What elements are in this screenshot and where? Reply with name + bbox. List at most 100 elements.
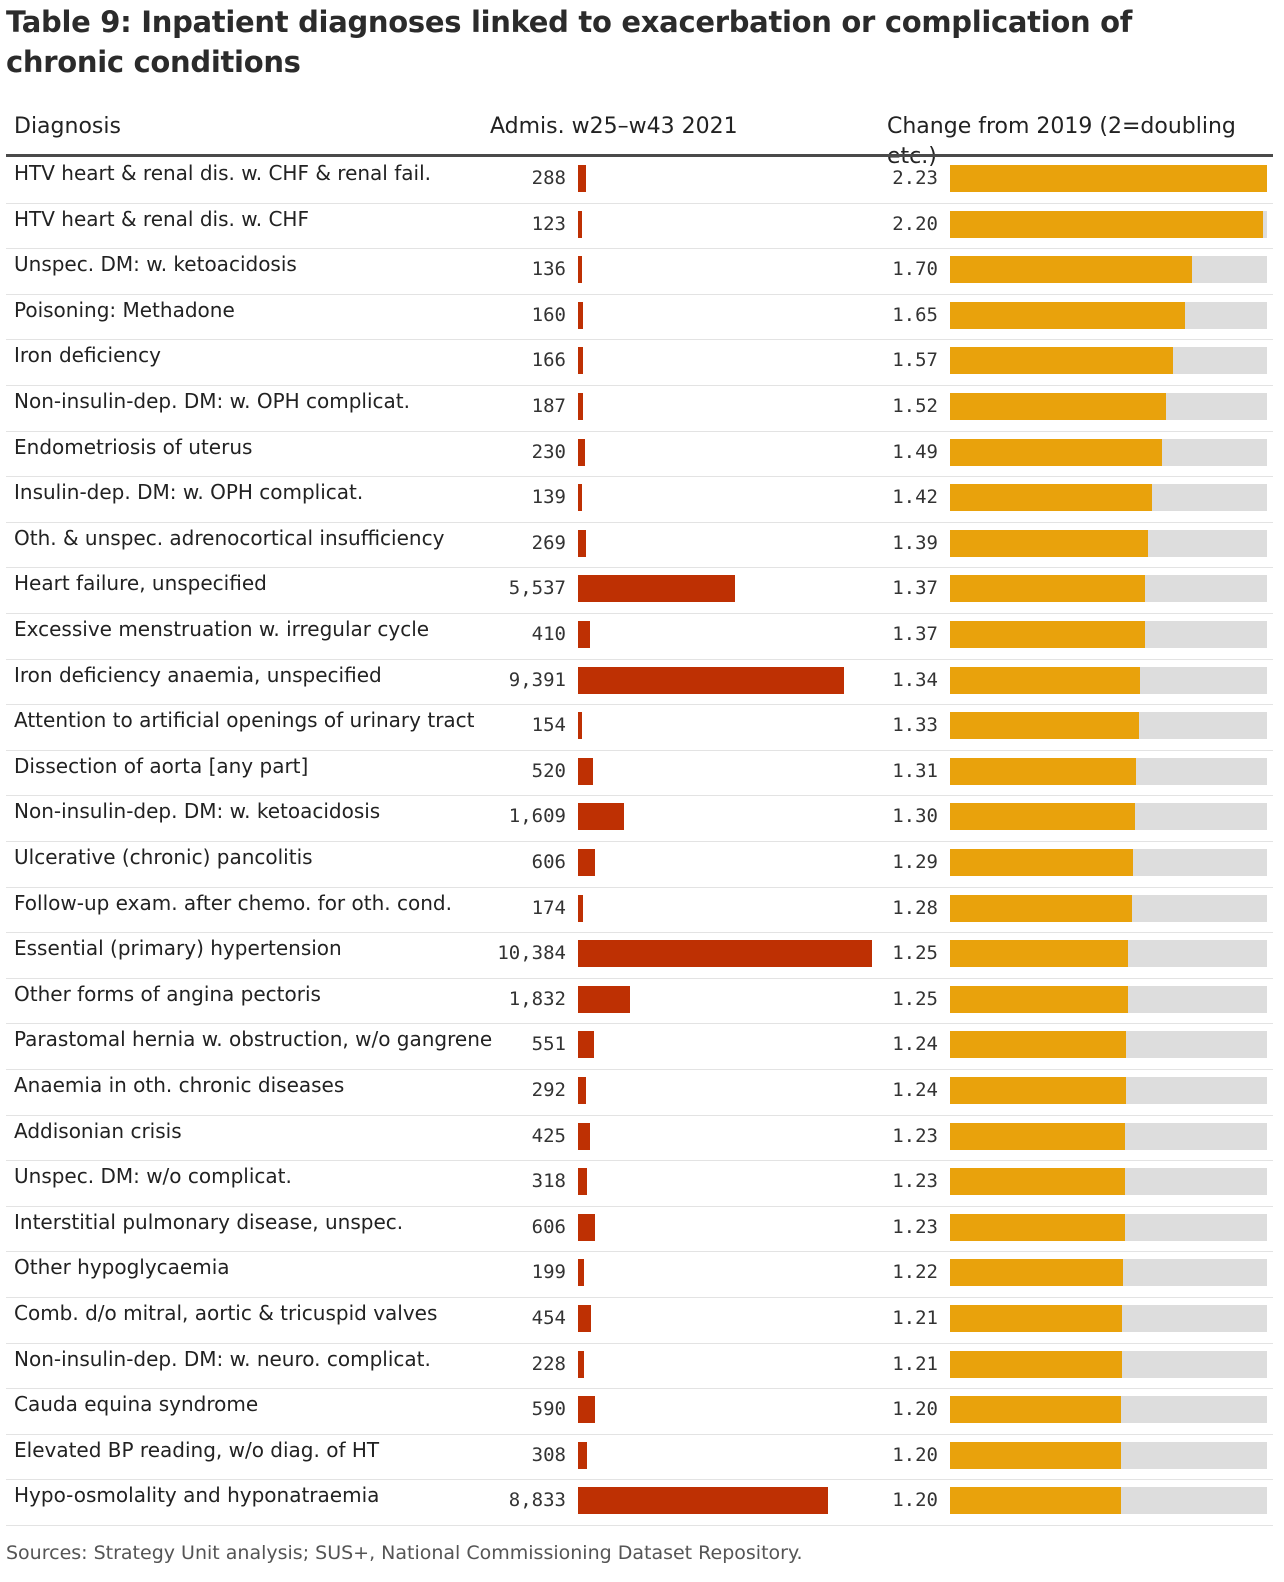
change-track	[950, 712, 1267, 740]
change-bar	[950, 529, 1148, 557]
change-bar	[950, 1168, 1125, 1196]
chart-title: Table 9: Inpatient diagnoses linked to e…	[6, 5, 1133, 79]
diagnosis-label: Essential (primary) hypertension	[14, 936, 342, 961]
diagnosis-label: Ulcerative (chronic) pancolitis	[14, 845, 313, 869]
change-value: 1.37	[892, 623, 938, 645]
change-bar	[950, 666, 1141, 694]
diagnosis-label: Unspec. DM: w. ketoacidosis	[14, 252, 297, 277]
diagnosis-label: Follow-up exam. after chemo. for oth. co…	[14, 890, 452, 915]
change-bar	[950, 484, 1152, 512]
change-value: 1.49	[892, 440, 938, 463]
admissions-bar	[578, 165, 587, 192]
admissions-bar	[578, 256, 582, 284]
admissions-bar	[578, 1122, 591, 1150]
diagnosis-label: Attention to artificial openings of urin…	[14, 708, 475, 733]
admissions-bar	[578, 803, 624, 831]
table-row: Poisoning: Methadone 160 1.65	[6, 294, 1273, 341]
admissions-bar	[578, 301, 583, 329]
change-bar	[950, 1350, 1122, 1378]
admissions-value: 187	[531, 395, 566, 417]
diagnosis-label: Poisoning: Methadone	[14, 297, 235, 322]
header-diagnosis: Diagnosis	[14, 114, 121, 139]
admissions-value: 520	[531, 759, 566, 782]
change-value: 1.24	[892, 1033, 938, 1056]
change-track	[950, 1031, 1267, 1059]
change-track	[950, 803, 1267, 831]
table-row: Non-insulin-dep. DM: w. neuro. complicat…	[6, 1343, 1273, 1390]
change-value: 1.31	[892, 759, 938, 782]
change-bar	[950, 301, 1185, 329]
change-value: 1.70	[892, 258, 938, 281]
change-value: 1.24	[892, 1079, 938, 1101]
change-bar	[950, 1077, 1127, 1104]
admissions-value: 199	[531, 1261, 566, 1284]
diagnosis-label: Non-insulin-dep. DM: w. ketoacidosis	[14, 799, 381, 824]
header-admissions: Admis. w25–w43 2021	[490, 114, 738, 139]
admissions-value: 230	[531, 440, 566, 463]
table-row: Other hypoglycaemia 199 1.22	[6, 1251, 1273, 1298]
change-bar	[950, 985, 1128, 1013]
diagnosis-label: Parastomal hernia w. obstruction, w/o ga…	[14, 1027, 493, 1052]
table-row: Hypo-osmolality and hyponatraemia 8,833 1.…	[6, 1479, 1273, 1526]
change-value: 1.37	[892, 577, 938, 600]
admissions-value: 308	[531, 1443, 566, 1466]
table-row: Elevated BP reading, w/o diag. of HT 308 1…	[6, 1434, 1273, 1481]
table-row: Unspec. DM: w/o complicat. 318 1.23	[6, 1160, 1273, 1207]
change-bar	[950, 165, 1267, 192]
diagnosis-label: Interstitial pulmonary disease, unspec.	[14, 1209, 404, 1234]
change-track	[950, 1350, 1267, 1378]
diagnosis-label: Elevated BP reading, w/o diag. of HT	[14, 1437, 380, 1462]
admissions-bar	[578, 1350, 585, 1378]
admissions-bar	[578, 575, 735, 603]
diagnosis-label: Anaemia in oth. chronic diseases	[14, 1073, 345, 1097]
diagnosis-label: HTV heart & renal dis. w. CHF	[14, 206, 309, 231]
change-bar	[950, 940, 1128, 968]
table-row: HTV heart & renal dis. w. CHF 123 2.20	[6, 203, 1273, 250]
table-row: Excessive menstruation w. irregular cycl…	[6, 613, 1273, 660]
admissions-value: 1,609	[508, 805, 566, 828]
table-row: Oth. & unspec. adrenocortical insufficie…	[6, 522, 1273, 569]
change-track	[950, 529, 1267, 557]
admissions-bar	[578, 621, 590, 648]
admissions-bar	[578, 1031, 594, 1059]
change-value: 2.23	[892, 167, 938, 189]
admissions-value: 8,833	[508, 1489, 566, 1512]
admissions-bar	[578, 940, 872, 968]
change-track	[950, 1168, 1267, 1196]
admissions-bar	[578, 1213, 596, 1241]
change-track	[950, 940, 1267, 968]
change-value: 1.22	[892, 1261, 938, 1284]
change-value: 1.23	[892, 1215, 938, 1238]
change-track	[950, 621, 1267, 648]
diagnosis-label: Other hypoglycaemia	[14, 1255, 230, 1280]
admissions-bar	[578, 1168, 587, 1196]
admissions-bar	[578, 1396, 595, 1424]
change-value: 1.34	[892, 668, 938, 691]
admissions-bar	[578, 1077, 587, 1104]
admissions-value: 318	[531, 1170, 566, 1193]
change-value: 2.20	[892, 212, 938, 235]
admissions-value: 551	[531, 1033, 566, 1056]
admissions-value: 425	[531, 1124, 566, 1147]
change-track	[950, 666, 1267, 694]
change-track	[950, 256, 1267, 284]
diagnosis-label: Cauda equina syndrome	[14, 1392, 259, 1417]
change-track	[950, 165, 1267, 192]
change-bar	[950, 712, 1140, 740]
diagnosis-label: Comb. d/o mitral, aortic & tricuspid val…	[14, 1301, 438, 1325]
admissions-bar	[578, 985, 630, 1013]
change-track	[950, 393, 1267, 420]
admissions-bar	[578, 1441, 587, 1469]
admissions-bar	[578, 529, 586, 557]
change-bar	[950, 347, 1174, 375]
table-row: HTV heart & renal dis. w. CHF & renal fa…	[6, 157, 1273, 204]
change-bar	[950, 256, 1192, 284]
change-track	[950, 1305, 1267, 1332]
change-value: 1.30	[892, 805, 938, 828]
change-bar	[950, 1031, 1127, 1059]
change-track	[950, 757, 1267, 785]
change-track	[950, 347, 1267, 375]
admissions-value: 5,537	[508, 577, 566, 600]
admissions-value: 1,832	[508, 987, 566, 1010]
admissions-value: 228	[531, 1352, 566, 1375]
